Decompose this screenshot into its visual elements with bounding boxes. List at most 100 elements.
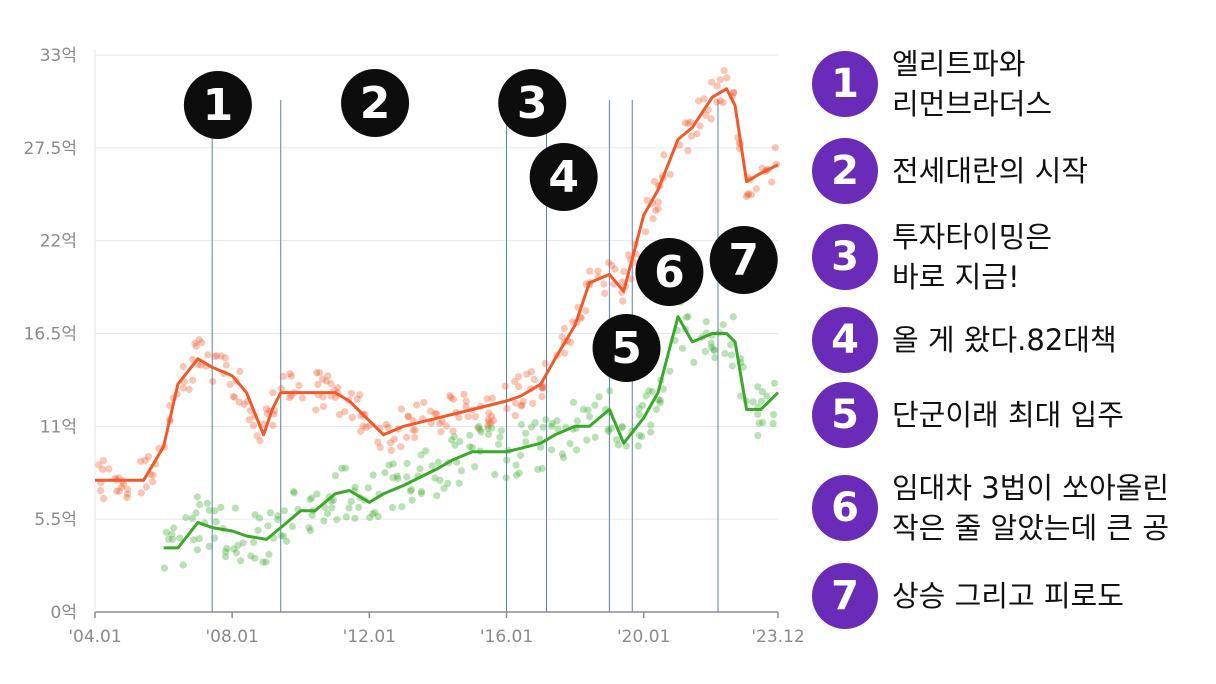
data-point [290, 389, 298, 397]
data-point [577, 313, 585, 321]
data-point [634, 442, 642, 450]
event-marker-6 [635, 238, 704, 306]
data-point [582, 307, 590, 315]
data-point [577, 314, 585, 323]
data-point [690, 358, 698, 366]
legend-badge-2: 2 [812, 138, 878, 204]
data-point [491, 471, 499, 479]
data-point [735, 145, 744, 153]
data-point [483, 395, 491, 403]
data-point [464, 413, 472, 421]
data-point [517, 402, 525, 410]
data-point [253, 432, 261, 440]
data-point [605, 408, 613, 416]
data-point [382, 420, 390, 428]
data-point [115, 474, 123, 482]
data-point [217, 352, 225, 360]
data-point [632, 250, 640, 258]
data-point [111, 474, 119, 482]
data-point [455, 413, 463, 421]
data-point [763, 392, 771, 400]
data-point [713, 98, 721, 106]
data-point [538, 392, 546, 401]
data-point [356, 494, 364, 502]
data-point [636, 431, 644, 439]
data-point [229, 392, 237, 401]
data-point [721, 349, 729, 358]
x-tick-label: '20.01 [617, 627, 670, 647]
legend-badge-3: 3 [812, 224, 878, 290]
data-point [345, 396, 353, 404]
data-point [562, 424, 570, 432]
data-point [314, 391, 322, 399]
data-point [530, 375, 539, 384]
data-point [142, 483, 150, 491]
data-point [647, 428, 655, 436]
data-point [223, 544, 231, 553]
data-point [308, 511, 316, 519]
legend-badge-5: 5 [812, 382, 878, 448]
data-point [696, 122, 704, 130]
data-point [676, 141, 684, 149]
data-point [262, 558, 270, 566]
data-point [165, 535, 173, 543]
data-point [560, 324, 568, 333]
data-point [758, 388, 766, 396]
data-point [754, 383, 762, 391]
data-point [309, 506, 317, 515]
data-point [222, 548, 230, 556]
y-tick-label: 33억 [40, 46, 77, 66]
data-point [287, 392, 295, 400]
data-point [120, 480, 128, 488]
data-point [666, 170, 674, 179]
data-point [141, 456, 149, 464]
data-point [687, 118, 695, 126]
data-point [277, 532, 285, 540]
data-point [312, 406, 320, 414]
data-point [586, 279, 594, 287]
data-point [137, 489, 145, 497]
data-point [645, 387, 653, 395]
data-point [211, 352, 219, 360]
data-point [736, 355, 745, 363]
data-point [574, 303, 582, 311]
legend-badge-1: 1 [812, 51, 878, 117]
data-point [484, 422, 492, 430]
legend-text-line: 임대차 3법이 쏘아올린 [892, 471, 1170, 505]
data-point [694, 97, 703, 105]
data-point [579, 405, 588, 413]
data-point [327, 497, 336, 505]
data-point [451, 441, 459, 449]
legend-text-line: 단군이래 최대 입주 [892, 398, 1124, 432]
data-point [118, 477, 126, 485]
data-point [444, 459, 453, 467]
data-point [413, 401, 421, 409]
data-point [232, 549, 240, 557]
data-point [404, 413, 412, 421]
legend-text-line: 리먼브라더스 [892, 87, 1053, 121]
data-point [328, 504, 336, 512]
data-point [384, 424, 392, 432]
data-point [194, 361, 202, 369]
data-point [757, 397, 766, 405]
data-point [270, 407, 279, 415]
data-point [185, 385, 193, 393]
data-point [364, 484, 372, 492]
data-point [485, 409, 493, 417]
data-point [707, 339, 715, 347]
data-point [417, 490, 425, 498]
data-point [387, 446, 395, 454]
data-point [348, 413, 356, 422]
data-point [124, 485, 132, 493]
data-point [386, 439, 395, 447]
data-point [770, 411, 778, 419]
data-point [170, 524, 178, 532]
data-point [529, 399, 537, 407]
data-point [488, 412, 496, 420]
y-tick-label: 5.5억 [34, 510, 77, 530]
data-point [450, 432, 458, 441]
data-point [764, 166, 772, 174]
data-point [515, 469, 523, 477]
data-point [323, 509, 332, 518]
data-point [359, 410, 367, 418]
